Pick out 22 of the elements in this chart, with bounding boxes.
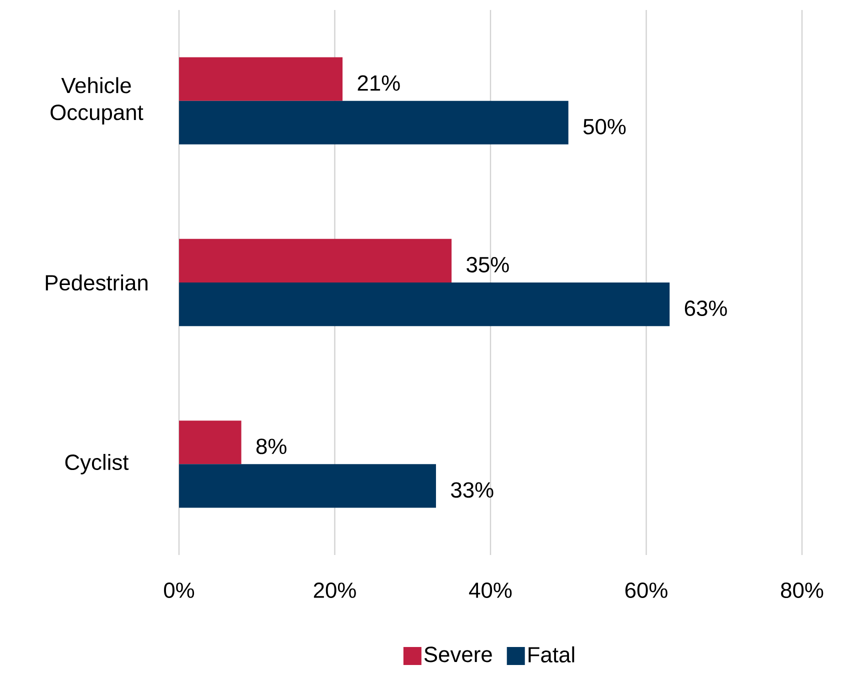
x-tick-label: 20% bbox=[314, 582, 356, 598]
bar bbox=[179, 420, 242, 464]
bar bbox=[179, 464, 436, 508]
bar bbox=[179, 238, 452, 282]
x-tick-label: 80% bbox=[781, 582, 824, 598]
x-tick-label: 40% bbox=[469, 582, 512, 598]
legend-label: Fatal bbox=[528, 646, 574, 662]
bar bbox=[179, 282, 670, 326]
data-label: 63% bbox=[684, 300, 727, 316]
x-tick-label: 60% bbox=[625, 582, 668, 598]
x-tick-label: 0% bbox=[164, 582, 194, 598]
data-label: 8% bbox=[256, 438, 286, 454]
bar bbox=[179, 100, 568, 144]
data-label: 21% bbox=[358, 75, 400, 91]
legend-label: Severe bbox=[424, 646, 492, 662]
data-label: 35% bbox=[466, 256, 509, 272]
y-tick-label: Pedestrian bbox=[46, 274, 148, 291]
bar bbox=[179, 57, 343, 101]
y-tick-label: Vehicle Occupant bbox=[50, 77, 144, 124]
y-tick-label: Cyclist bbox=[65, 454, 129, 474]
data-label: 33% bbox=[451, 482, 494, 498]
data-label: 50% bbox=[583, 118, 626, 134]
